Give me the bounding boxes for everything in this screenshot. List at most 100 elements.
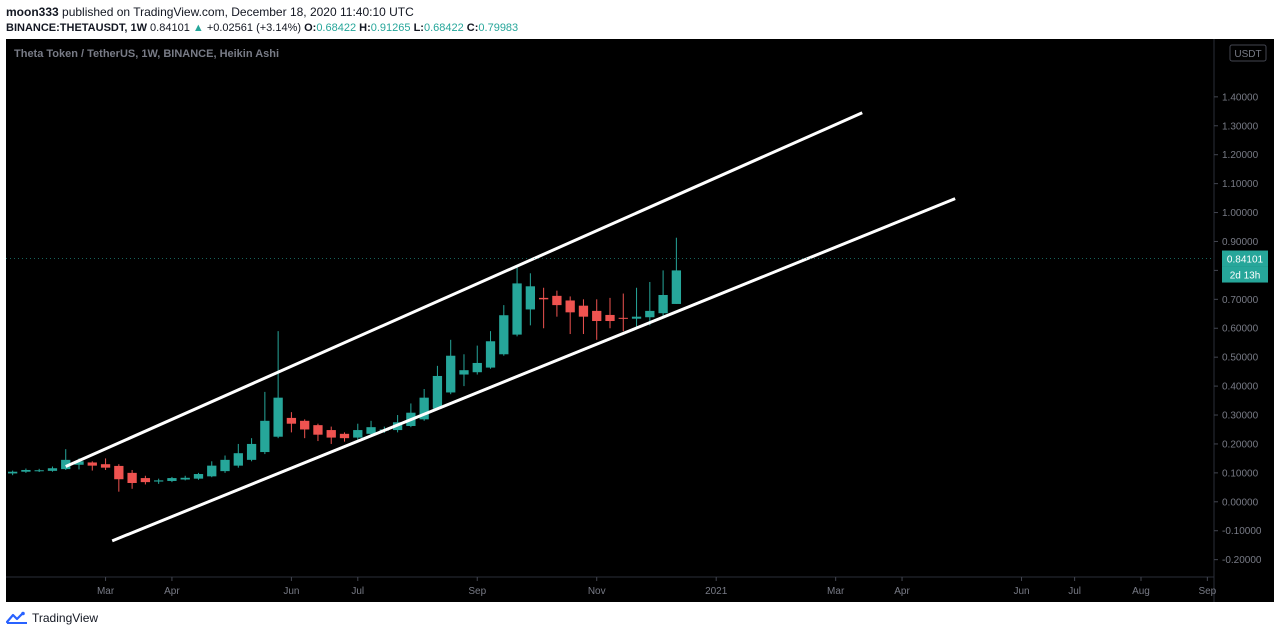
candle (207, 461, 217, 478)
lower-channel-trendline[interactable] (111, 197, 956, 543)
candle (193, 472, 204, 480)
candle (353, 423, 363, 440)
x-tick-label: Sep (468, 586, 486, 597)
candle (658, 270, 668, 319)
chart-background (6, 39, 1274, 602)
last-price: 0.84101 (150, 22, 190, 34)
candle-body (34, 470, 44, 472)
candle (180, 475, 190, 481)
candle-body (512, 283, 522, 335)
x-tick-label: Jun (283, 586, 299, 597)
change-value: +0.02561 (+3.14%) (206, 22, 302, 34)
candle-body (565, 300, 575, 313)
candle (246, 438, 257, 462)
candle (499, 305, 509, 356)
candle-body (220, 459, 230, 472)
trendlines-layer[interactable] (65, 111, 956, 543)
x-tick-label: Apr (894, 586, 910, 597)
candle (432, 365, 443, 410)
time-axis[interactable]: Mar Apr Jun Jul Sep Nov 2021 Mar Apr Jun Jul Aug Sep (97, 577, 1217, 597)
upper-channel-trendline[interactable] (65, 111, 863, 468)
currency-badge[interactable] (1229, 44, 1267, 62)
x-tick-label: Nov (588, 586, 606, 597)
candle (233, 443, 243, 468)
candle-body (485, 341, 496, 368)
candle (671, 237, 682, 304)
chart-area[interactable]: 1.40000 1.30000 1.20000 1.10000 1.00000 0.900… (6, 39, 1274, 602)
candle (552, 290, 562, 317)
candle (100, 458, 111, 470)
candle-body (419, 397, 429, 420)
last-price-text: 0.84101 (1227, 255, 1264, 266)
x-tick-label: Sep (1198, 586, 1216, 597)
candle (273, 331, 283, 439)
currency-badge-label: USDT (1234, 49, 1261, 60)
x-tick-label: 2021 (705, 586, 728, 597)
y-tick-label: 1.30000 (1222, 121, 1259, 132)
tradingview-logo-icon[interactable] (6, 611, 28, 625)
candle-body (446, 355, 456, 393)
candle (578, 299, 589, 335)
interval-label: 1W (130, 22, 147, 34)
last-price-tag: 0.84101 2d 13h (6, 250, 1268, 283)
y-tick-label: 1.10000 (1222, 179, 1259, 190)
candle-body (459, 370, 469, 375)
author-name[interactable]: moon333 (6, 5, 59, 19)
candle (339, 432, 350, 442)
candle-body (180, 477, 190, 480)
y-tick-label: 0.00000 (1222, 497, 1259, 508)
candle-body (499, 315, 509, 355)
candle-body (326, 430, 336, 438)
candle (114, 464, 124, 492)
candle-body (207, 465, 217, 477)
candle (366, 420, 376, 436)
candle (127, 469, 137, 489)
candle-body (167, 478, 177, 481)
candle-body (605, 314, 615, 322)
high-value: 0.91265 (370, 22, 411, 34)
candle-body (100, 464, 111, 468)
candle-body (578, 305, 589, 317)
candle-body (7, 471, 18, 474)
published-text: published on TradingView.com, December 1… (62, 5, 414, 19)
candle-body (246, 443, 257, 460)
low-value: 0.68422 (423, 22, 464, 34)
candle (485, 331, 496, 369)
candle (605, 297, 615, 329)
candle (260, 391, 270, 455)
candle-body (313, 425, 323, 435)
candle-body (366, 427, 376, 434)
y-tick-label: 0.20000 (1222, 439, 1259, 450)
candle (34, 468, 44, 473)
y-tick-label: 0.40000 (1222, 382, 1259, 393)
candle-body (645, 310, 655, 318)
candle-body (353, 430, 363, 438)
candle (592, 299, 602, 340)
candlestick-chart[interactable]: 1.40000 1.30000 1.20000 1.10000 1.00000 0.900… (6, 39, 1274, 602)
x-tick-label: Jul (1068, 586, 1081, 597)
high-label: H: (359, 22, 371, 34)
candle (87, 461, 97, 471)
x-tick-label: Mar (827, 586, 845, 597)
candle (472, 345, 482, 375)
candle (565, 296, 575, 335)
x-tick-label: Jun (1013, 586, 1029, 597)
x-tick-label: Aug (1132, 586, 1150, 597)
candle-body (631, 316, 642, 319)
publish-line: moon333 published on TradingView.com, De… (6, 4, 1266, 20)
candle (286, 412, 297, 433)
tradingview-brand-label[interactable]: TradingView (32, 611, 99, 625)
candle-body (552, 295, 562, 306)
candle (47, 466, 58, 472)
candle-body (273, 397, 283, 437)
candle (154, 478, 164, 484)
x-tick-label: Mar (97, 586, 115, 597)
y-tick-label: -0.20000 (1222, 555, 1262, 566)
candle-body (61, 459, 71, 470)
candle-body (472, 362, 482, 373)
candle-body (47, 468, 58, 471)
x-tick-label: Apr (164, 586, 180, 597)
candle-body (300, 420, 310, 430)
footer: TradingView (6, 609, 98, 627)
candle-body (233, 453, 243, 466)
